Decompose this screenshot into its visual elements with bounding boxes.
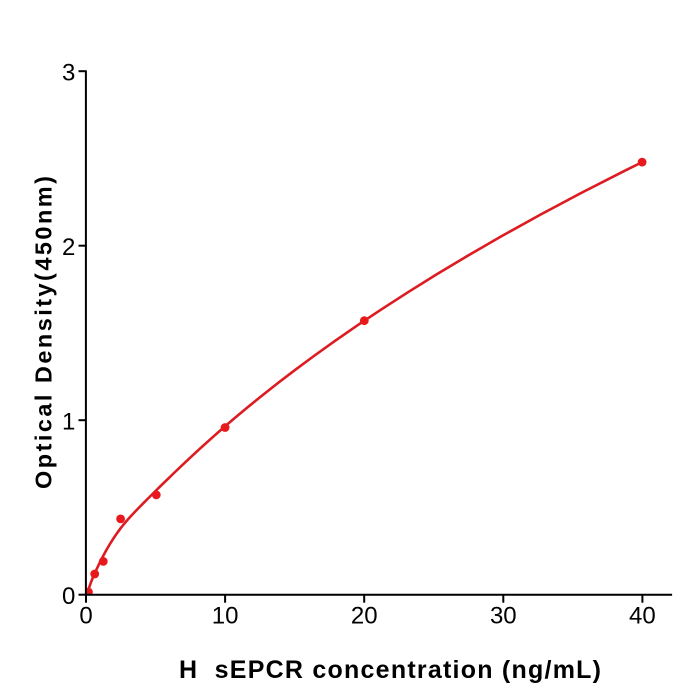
svg-text:H sEPCR concentration (ng/mL): H sEPCR concentration (ng/mL) xyxy=(179,656,601,684)
svg-text:20: 20 xyxy=(351,603,378,630)
svg-text:2: 2 xyxy=(62,234,75,261)
svg-text:0: 0 xyxy=(62,583,75,610)
svg-text:30: 30 xyxy=(490,603,517,630)
svg-text:0: 0 xyxy=(79,603,92,630)
svg-text:1: 1 xyxy=(62,409,75,436)
svg-text:10: 10 xyxy=(212,603,239,630)
svg-text:3: 3 xyxy=(62,60,75,87)
svg-text:40: 40 xyxy=(629,603,656,630)
